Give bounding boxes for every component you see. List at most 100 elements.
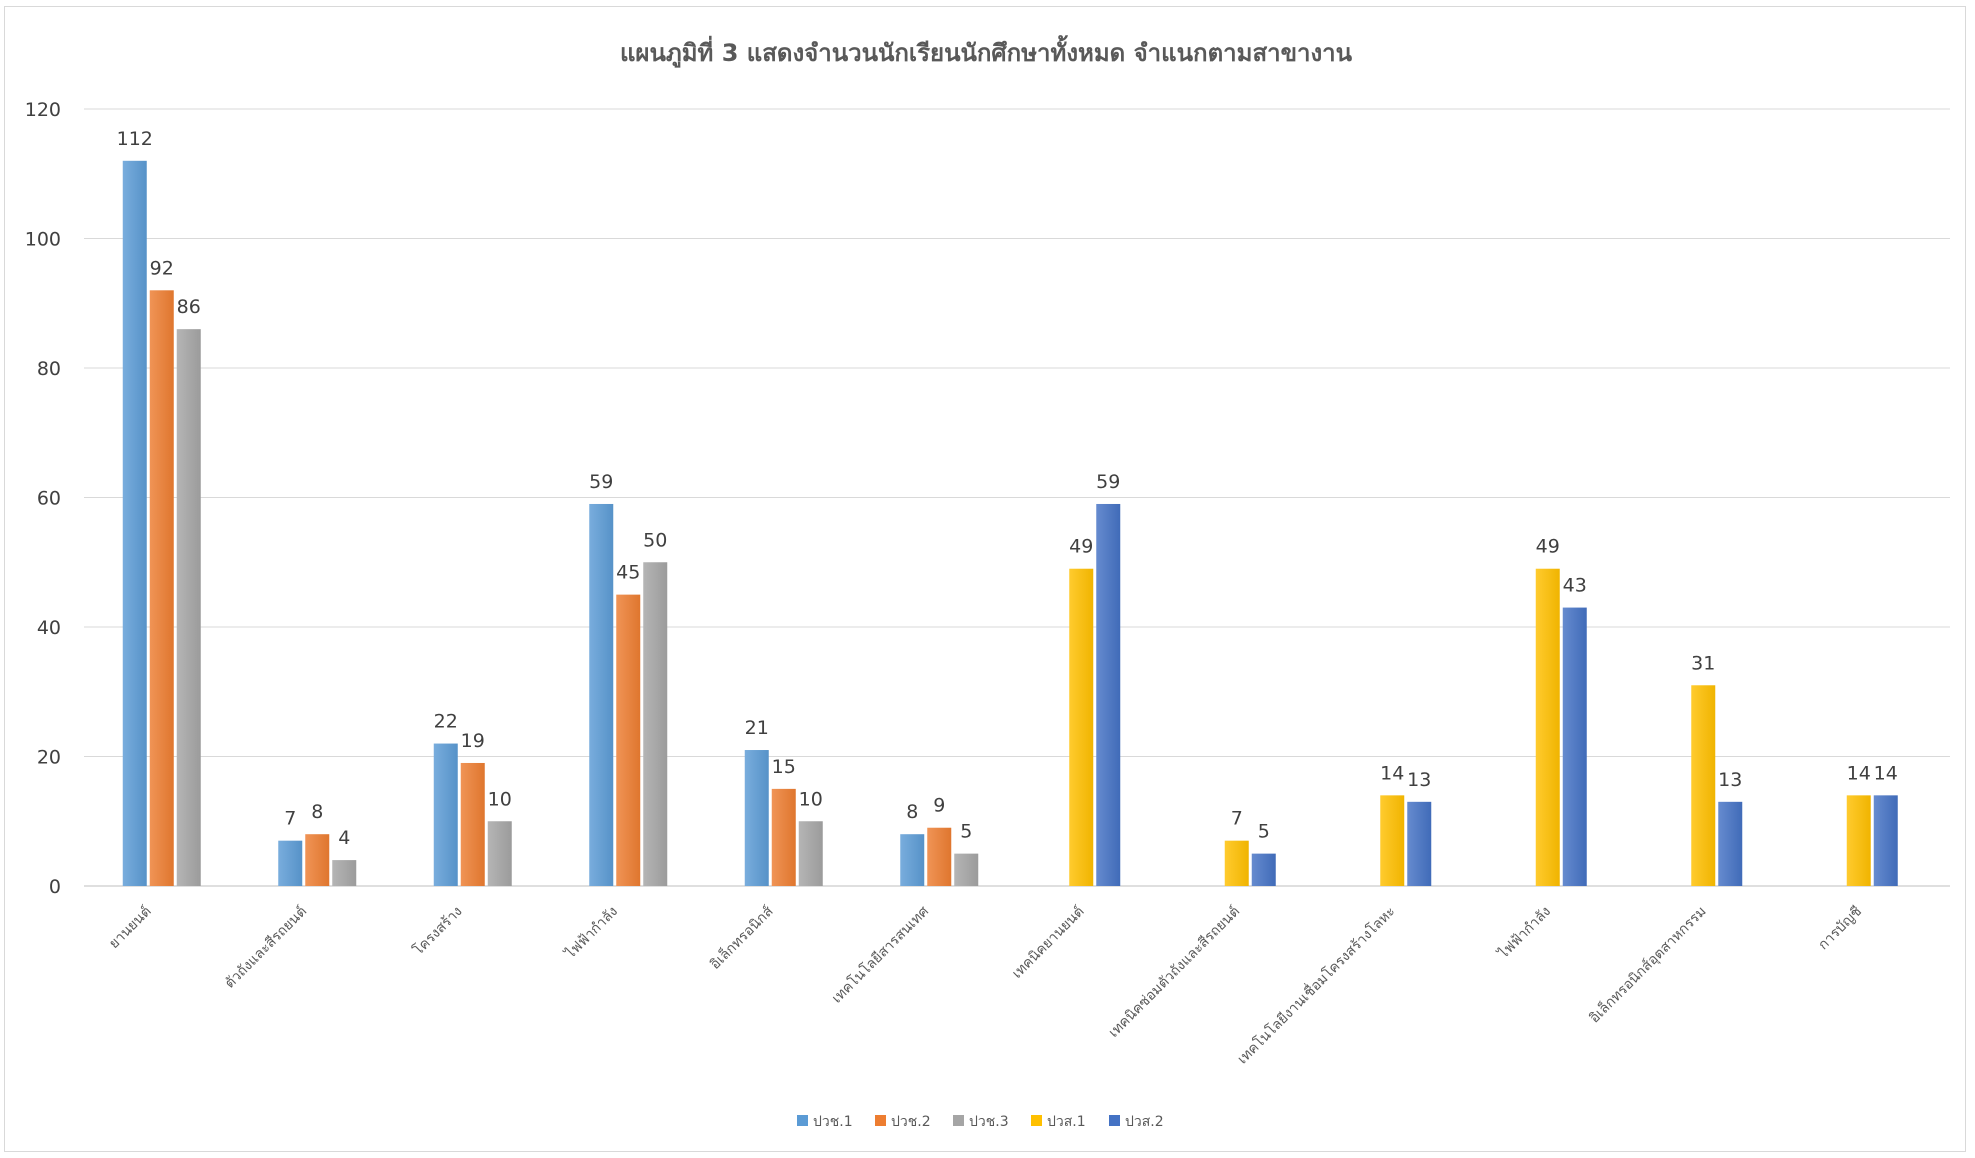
legend-item: ปวช.3: [953, 1114, 1009, 1130]
data-label: 59: [1096, 471, 1120, 493]
y-tick-label: 20: [37, 747, 61, 769]
data-label: 112: [117, 128, 153, 150]
y-axis-ticks: 0 20 40 60 80 100 120: [25, 99, 61, 898]
legend-label: ปวช.1: [813, 1114, 853, 1130]
x-tick-label: อิเล็กทรอนิกส์อุตสาหกรรม: [1585, 902, 1709, 1026]
x-tick-label: อิเล็กทรอนิกส์: [706, 902, 777, 973]
x-tick-label: ยานยนต์: [105, 903, 154, 952]
data-label: 7: [284, 808, 296, 830]
legend-swatch: [1031, 1115, 1042, 1126]
legend-swatch: [1109, 1115, 1120, 1126]
chart-frame: แผนภูมิที่ 3 แสดงจำนวนนักเรียนนักศึกษาทั…: [4, 6, 1966, 1152]
legend-label: ปวส.1: [1047, 1114, 1086, 1130]
bar: [433, 743, 458, 886]
data-label: 31: [1691, 652, 1715, 674]
data-label: 14: [1874, 762, 1898, 784]
data-label: 5: [1258, 821, 1270, 843]
data-label: 92: [150, 257, 174, 279]
bar: [460, 762, 485, 886]
x-tick-label: โครงสร้าง: [410, 903, 466, 959]
data-label: 8: [311, 801, 323, 823]
legend-swatch: [797, 1115, 808, 1126]
bar: [589, 503, 614, 886]
gridlines: [84, 108, 1950, 887]
x-tick-label: การบัญชี: [1815, 904, 1865, 954]
bar: [305, 834, 330, 886]
bar: [900, 834, 925, 886]
data-label: 45: [616, 562, 640, 584]
y-tick-label: 40: [37, 617, 61, 639]
x-tick-label: ตัวถังและสีรถยนต์: [221, 903, 310, 992]
bar: [1251, 853, 1276, 886]
data-label: 14: [1847, 762, 1871, 784]
bar: [1691, 685, 1716, 886]
bar: [1407, 801, 1432, 886]
x-tick-label: เทคนิคซ่อมตัวถังและสีรถยนต์: [1105, 903, 1243, 1041]
legend-item: ปวช.2: [875, 1114, 931, 1130]
x-tick-label: เทคนิคยานยนต์: [1009, 903, 1088, 982]
x-tick-label: เทคโนโลยีสารสนเทศ: [828, 903, 932, 1007]
bar: [927, 827, 952, 886]
bar: [122, 160, 147, 887]
bar: [1873, 795, 1898, 886]
bar: [616, 594, 641, 886]
bars: [122, 160, 1898, 887]
data-label: 13: [1718, 769, 1742, 791]
data-label: 49: [1536, 536, 1560, 558]
data-label: 21: [745, 717, 769, 739]
data-label: 8: [906, 801, 918, 823]
legend-swatch: [953, 1115, 964, 1126]
legend-item: ปวส.1: [1031, 1114, 1086, 1130]
y-tick-label: 80: [37, 358, 61, 380]
bar: [176, 329, 201, 886]
chart-title: แผนภูมิที่ 3 แสดงจำนวนนักเรียนนักศึกษาทั…: [620, 34, 1353, 68]
data-label: 43: [1563, 575, 1587, 597]
bar: [1718, 801, 1743, 886]
bar: [798, 821, 823, 886]
data-label: 49: [1069, 536, 1093, 558]
data-label: 7: [1231, 808, 1243, 830]
data-label: 15: [772, 756, 796, 778]
data-label: 86: [177, 296, 201, 318]
data-label: 4: [338, 827, 350, 849]
bar: [1224, 840, 1249, 886]
x-tick-label: ไฟฟ้ากำลัง: [1494, 903, 1554, 963]
bar: [1069, 568, 1094, 886]
data-label: 10: [799, 788, 823, 810]
data-label: 10: [488, 788, 512, 810]
data-label: 9: [933, 795, 945, 817]
x-tick-label: เทคโนโลยีงานเชื่อมโครงสร้างโลหะ: [1233, 902, 1398, 1067]
legend-swatch: [875, 1115, 886, 1126]
x-tick-label: ไฟฟ้ากำลัง: [561, 903, 621, 963]
legend-label: ปวช.2: [891, 1114, 931, 1130]
legend: ปวช.1 ปวช.2 ปวช.3 ปวส.1 ปวส.2: [797, 1114, 1164, 1130]
bar: [1846, 795, 1871, 886]
bar: [954, 853, 979, 886]
legend-item: ปวช.1: [797, 1114, 853, 1130]
bar: [1096, 503, 1121, 886]
bar-chart: แผนภูมิที่ 3 แสดงจำนวนนักเรียนนักศึกษาทั…: [25, 34, 1950, 1130]
y-tick-label: 60: [37, 488, 61, 510]
bar: [1380, 795, 1405, 886]
bar: [1535, 568, 1560, 886]
bar: [744, 750, 769, 886]
data-label: 13: [1407, 769, 1431, 791]
legend-label: ปวช.3: [969, 1114, 1009, 1130]
legend-item: ปวส.2: [1109, 1114, 1164, 1130]
bar: [487, 821, 512, 886]
data-label: 5: [960, 821, 972, 843]
bar: [771, 788, 796, 886]
data-label: 14: [1380, 762, 1404, 784]
bar: [332, 860, 357, 886]
legend-label: ปวส.2: [1125, 1114, 1164, 1130]
y-tick-label: 100: [25, 229, 61, 251]
bar: [1562, 607, 1587, 886]
bar: [149, 290, 174, 886]
bar: [643, 562, 668, 886]
x-axis-ticks: ยานยนต์ ตัวถังและสีรถยนต์ โครงสร้าง ไฟฟ้ากำ…: [105, 902, 1865, 1068]
data-label: 19: [461, 730, 485, 752]
data-label: 59: [589, 471, 613, 493]
data-label: 50: [643, 529, 667, 551]
y-tick-label: 0: [49, 876, 61, 898]
